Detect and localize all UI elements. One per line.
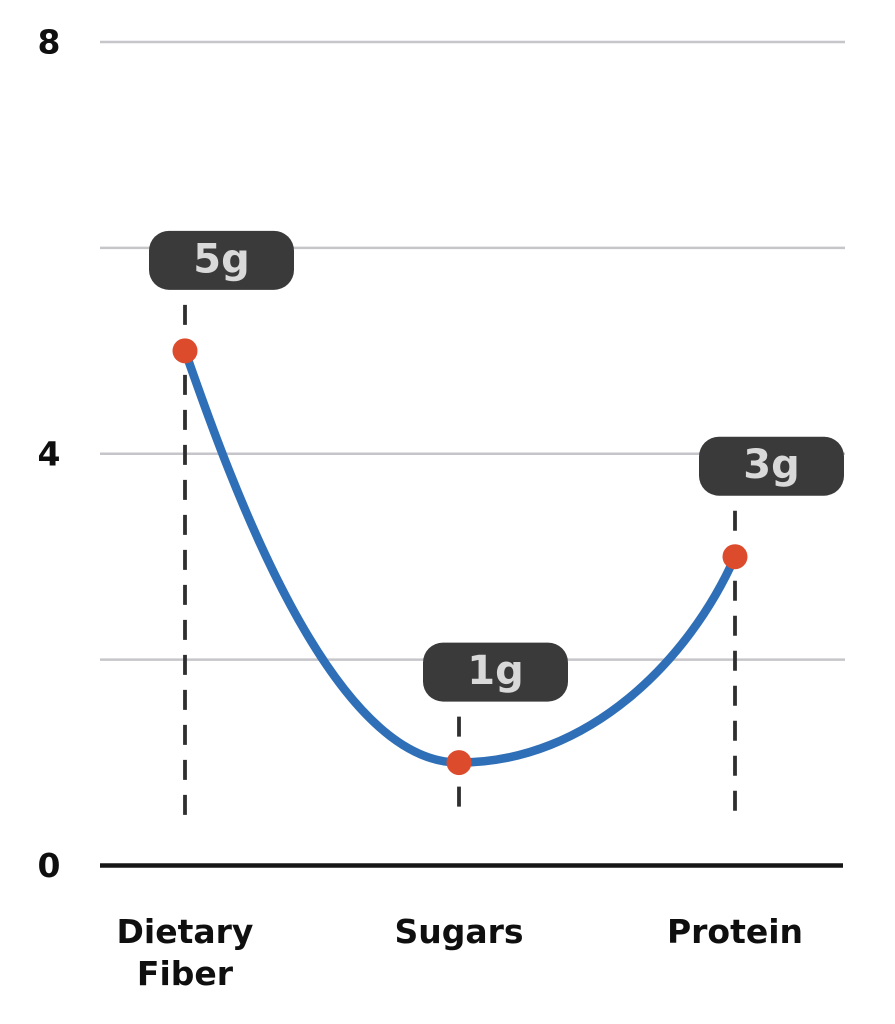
category-label: Protein xyxy=(667,912,803,951)
line-series xyxy=(180,346,740,767)
value-badge-label: 5g xyxy=(193,236,249,282)
data-point xyxy=(446,750,472,776)
category-label: Sugars xyxy=(394,912,523,951)
value-badge-label: 1g xyxy=(467,648,523,694)
y-tick-label: 0 xyxy=(38,846,61,885)
value-badge xyxy=(699,436,844,496)
data-point xyxy=(722,544,748,570)
data-points xyxy=(172,338,748,776)
value-badge xyxy=(423,642,568,702)
data-point xyxy=(172,338,198,364)
value-badges: 5g 1g 3g xyxy=(149,230,844,702)
y-axis-tick-labels: 8 4 0 xyxy=(38,23,61,886)
category-label: Dietary xyxy=(117,912,254,951)
value-badge xyxy=(149,230,294,290)
y-tick-label: 4 xyxy=(38,434,61,473)
y-tick-label: 8 xyxy=(38,23,61,62)
category-label: Fiber xyxy=(137,954,234,993)
value-badge-label: 3g xyxy=(743,442,799,488)
